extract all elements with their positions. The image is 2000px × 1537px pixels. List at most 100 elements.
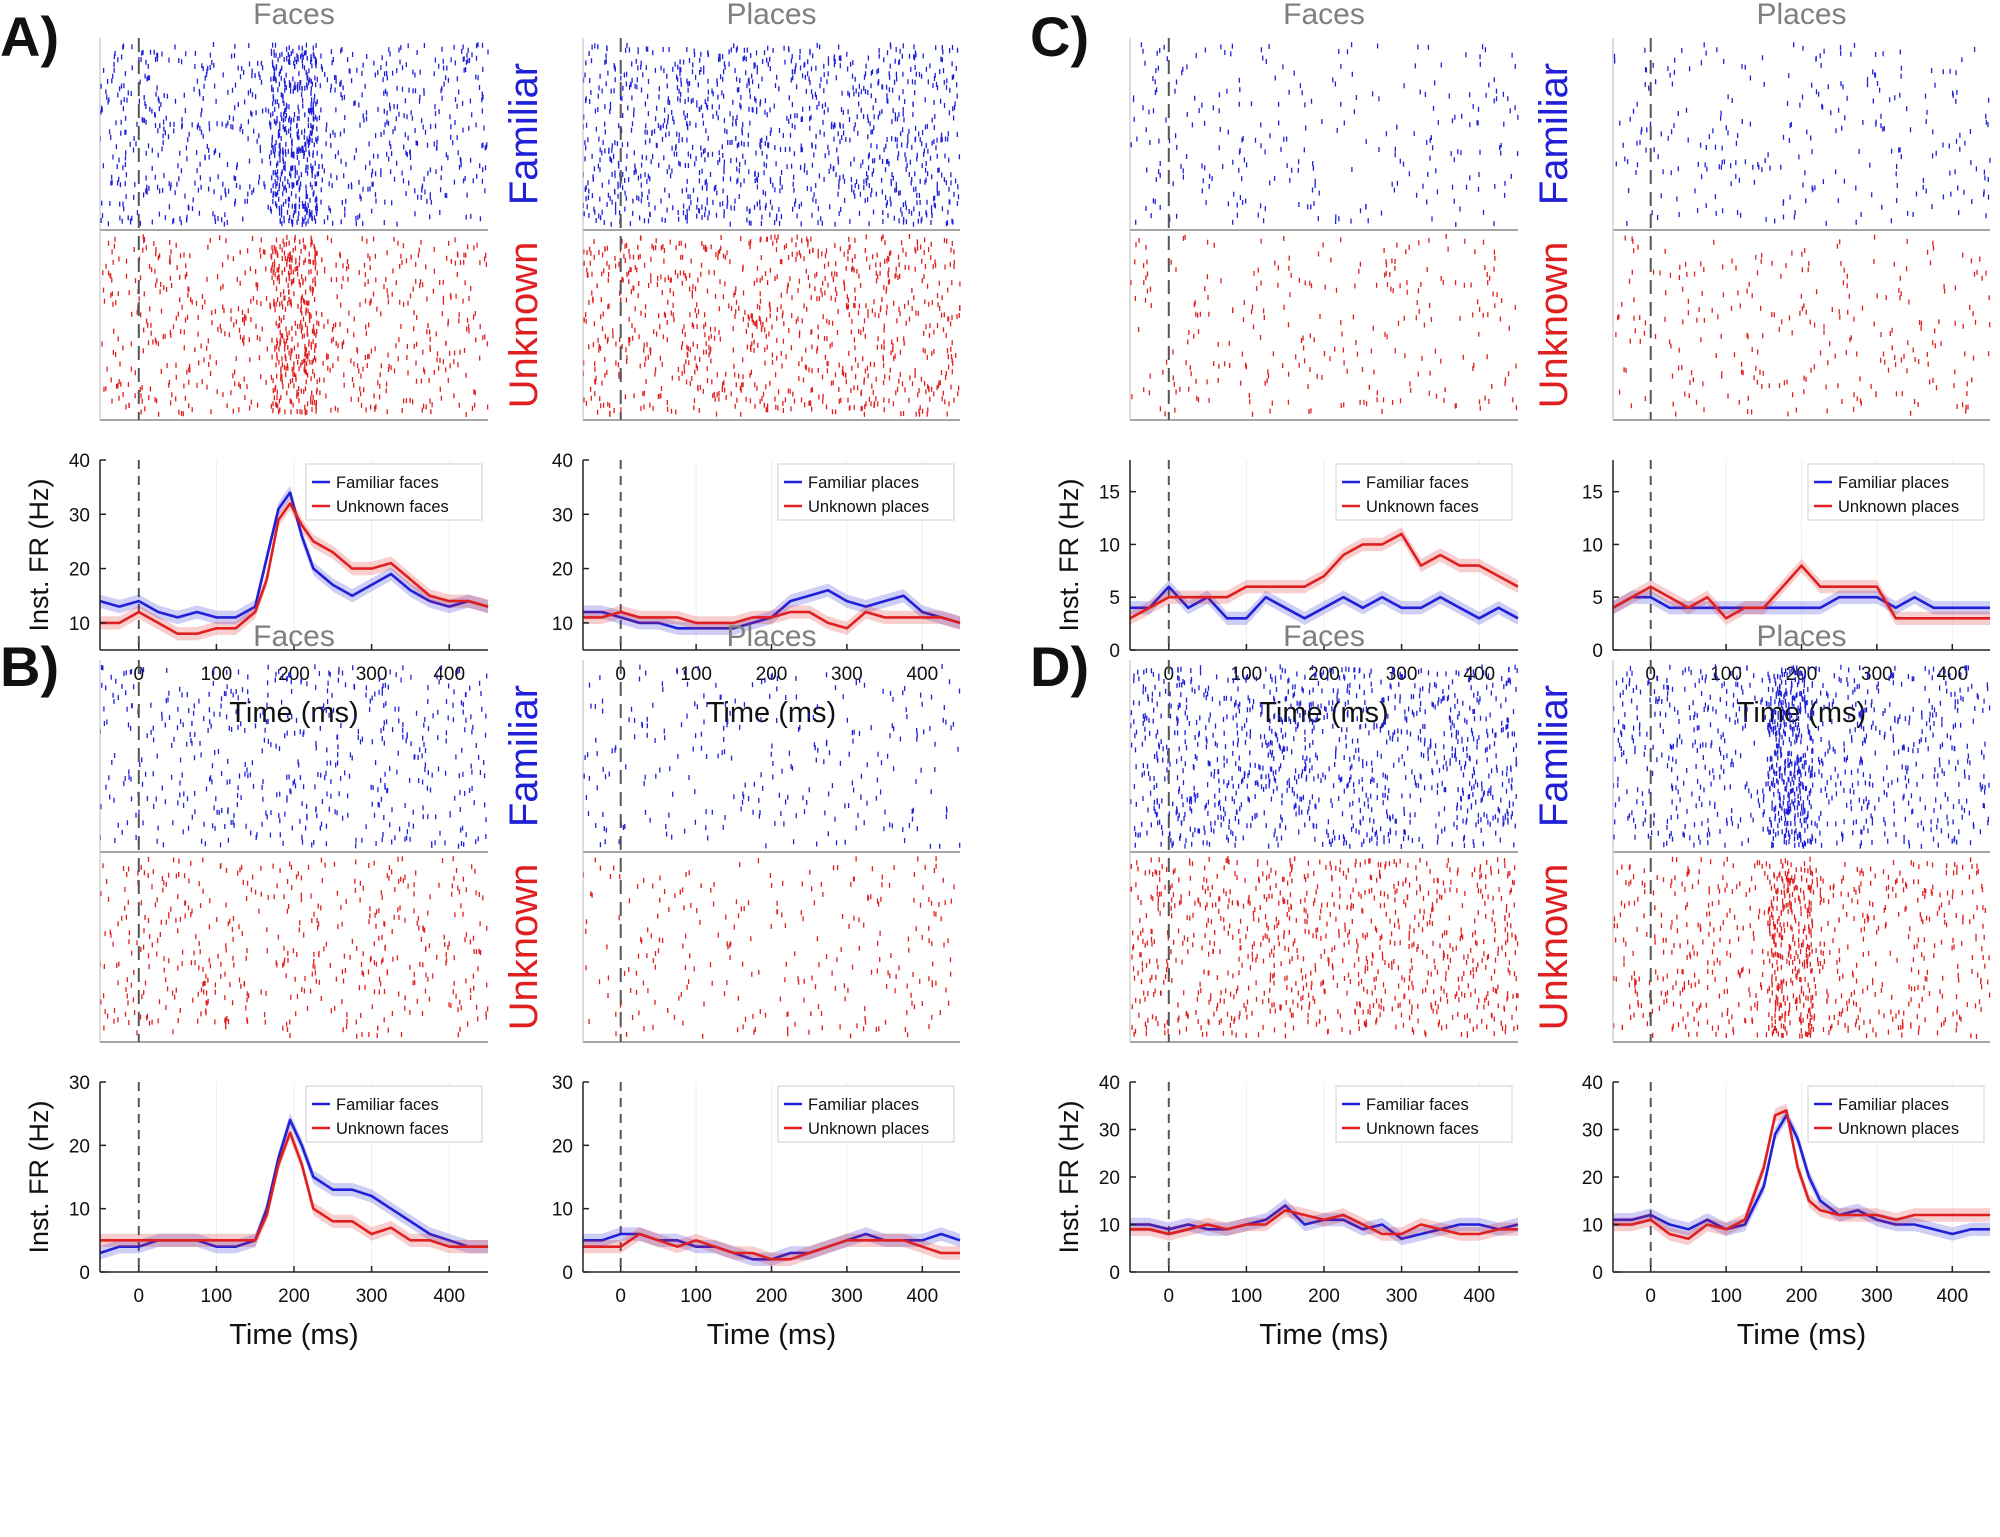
legend-label: Familiar faces xyxy=(1366,1096,1469,1114)
legend-box xyxy=(305,463,483,521)
raster-spikes-familiar-D-places xyxy=(1612,664,1991,849)
legend-label: Familiar faces xyxy=(336,1096,439,1114)
x-tick-label: 200 xyxy=(1308,1286,1340,1307)
legend-label: Unknown places xyxy=(808,1120,929,1138)
raster-spikes-unknown-D-faces xyxy=(1130,856,1519,1039)
y-tick-label: 20 xyxy=(69,560,90,581)
y-tick-label: 20 xyxy=(552,1136,573,1157)
y-tick-label: 30 xyxy=(552,505,573,526)
x-axis-label-C-places: Time (ms) xyxy=(1737,697,1866,729)
panel-letter-D: D) xyxy=(1030,635,1089,698)
y-tick-label: 0 xyxy=(562,1263,573,1284)
x-tick-label: 100 xyxy=(1710,664,1742,685)
x-axis-label-A-faces: Time (ms) xyxy=(229,697,358,729)
row-label-familiar-D: Familiar xyxy=(1532,685,1576,827)
series-line-unknown-D-faces xyxy=(1130,1209,1518,1236)
legend-B-places: Familiar places Unknown places xyxy=(777,1085,955,1143)
series-line-familiar-A-faces xyxy=(99,491,489,619)
x-axis-label-B-places: Time (ms) xyxy=(707,1319,836,1351)
y-tick-label: 10 xyxy=(1582,1216,1603,1237)
col-title-D-faces: Faces xyxy=(1283,620,1365,653)
y-tick-label: 10 xyxy=(1099,1216,1120,1237)
series-line-unknown-C-faces xyxy=(1129,532,1519,620)
psth-D-places: 0 100 200 300 400 0 10 20 30 40 Time (ms) Familiar … xyxy=(1582,1073,1990,1351)
x-tick-label: 300 xyxy=(356,664,388,685)
y-tick-label: 30 xyxy=(69,505,90,526)
y-tick-label: 20 xyxy=(552,560,573,581)
x-tick-label: 300 xyxy=(1861,1286,1893,1307)
y-tick-label: 5 xyxy=(1592,588,1603,609)
raster-spikes-familiar-C-faces xyxy=(1130,42,1519,227)
raster-spikes-unknown-C-places xyxy=(1615,234,1991,417)
y-tick-label: 30 xyxy=(552,1073,573,1094)
raster-spikes-familiar-A-places xyxy=(582,42,961,227)
x-tick-label: 400 xyxy=(1463,664,1495,685)
y-tick-label: 20 xyxy=(1099,1168,1120,1189)
series-line-familiar-C-faces xyxy=(1130,585,1519,620)
series-line-unknown-A-faces xyxy=(100,502,489,636)
x-tick-label: 200 xyxy=(278,1286,310,1307)
y-tick-label: 10 xyxy=(1099,535,1120,556)
y-tick-label: 10 xyxy=(1582,535,1603,556)
legend-label: Familiar places xyxy=(1838,474,1949,492)
x-tick-label: 100 xyxy=(1710,1286,1742,1307)
x-tick-label: 0 xyxy=(134,1286,145,1307)
series-line-familiar-C-places xyxy=(1612,595,1990,610)
legend-label: Familiar places xyxy=(1838,1096,1949,1114)
row-label-unknown-D: Unknown xyxy=(1532,864,1576,1031)
raster-B-places xyxy=(582,664,961,1039)
x-tick-label: 300 xyxy=(1861,664,1893,685)
x-tick-label: 300 xyxy=(831,664,863,685)
raster-spikes-unknown-B-places xyxy=(582,856,955,1039)
legend-label: Unknown faces xyxy=(1366,1120,1479,1138)
y-axis-label-D-faces: Inst. FR (Hz) xyxy=(1054,1101,1084,1254)
raster-D-faces xyxy=(1130,664,1519,1039)
psth-D-faces: 0 100 200 300 400 0 10 20 30 40 Time (ms) Inst. FR … xyxy=(1054,1073,1519,1351)
raster-spikes-unknown-A-places xyxy=(582,234,961,417)
x-tick-label: 200 xyxy=(1786,1286,1818,1307)
sem-band-unknown-D-faces xyxy=(1130,1203,1518,1241)
raster-spikes-unknown-C-faces xyxy=(1130,234,1518,417)
psth-B-places: 0 100 200 300 400 0 10 20 30 Time (ms) Familiar pl… xyxy=(552,1073,961,1351)
series-line-unknown-D-places xyxy=(1613,1109,1990,1241)
x-tick-label: 100 xyxy=(680,664,712,685)
raster-spikes-unknown-B-faces xyxy=(99,856,489,1039)
y-axis-label-B-faces: Inst. FR (Hz) xyxy=(24,1101,54,1254)
legend-label: Familiar faces xyxy=(336,474,439,492)
col-title-D-places: Places xyxy=(1756,620,1846,653)
x-tick-label: 100 xyxy=(680,1286,712,1307)
y-tick-label: 15 xyxy=(1582,483,1603,504)
panel-letter-A: A) xyxy=(0,5,59,68)
x-axis-label-B-faces: Time (ms) xyxy=(229,1319,358,1351)
raster-B-faces xyxy=(99,664,489,1039)
x-axis-label-C-faces: Time (ms) xyxy=(1259,697,1388,729)
row-label-unknown-C: Unknown xyxy=(1532,242,1576,409)
legend-D-places: Familiar places Unknown places xyxy=(1807,1085,1985,1143)
legend-box xyxy=(1807,463,1985,521)
row-label-familiar-B: Familiar xyxy=(502,685,546,827)
col-title-C-faces: Faces xyxy=(1283,0,1365,31)
legend-box xyxy=(777,1085,955,1143)
legend-D-faces: Familiar faces Unknown faces xyxy=(1335,1085,1513,1143)
y-tick-label: 20 xyxy=(1582,1168,1603,1189)
legend-label: Unknown places xyxy=(1838,1120,1959,1138)
raster-C-places xyxy=(1613,42,1991,417)
y-tick-label: 15 xyxy=(1099,483,1120,504)
col-title-A-faces: Faces xyxy=(253,0,335,31)
y-tick-label: 30 xyxy=(69,1073,90,1094)
x-tick-label: 400 xyxy=(1936,664,1968,685)
legend-label: Unknown faces xyxy=(1366,498,1479,516)
x-tick-label: 300 xyxy=(831,1286,863,1307)
x-tick-label: 300 xyxy=(356,1286,388,1307)
y-tick-label: 10 xyxy=(552,614,573,635)
row-label-unknown-B: Unknown xyxy=(502,864,546,1031)
legend-label: Familiar places xyxy=(808,474,919,492)
y-tick-label: 5 xyxy=(1109,588,1120,609)
sem-band-familiar-A-places xyxy=(583,583,960,635)
sem-band-unknown-B-faces xyxy=(100,1126,488,1254)
legend-box xyxy=(777,463,955,521)
col-title-C-places: Places xyxy=(1756,0,1846,31)
x-axis-label-D-places: Time (ms) xyxy=(1737,1319,1866,1351)
col-title-A-places: Places xyxy=(726,0,816,31)
x-tick-label: 0 xyxy=(615,664,626,685)
